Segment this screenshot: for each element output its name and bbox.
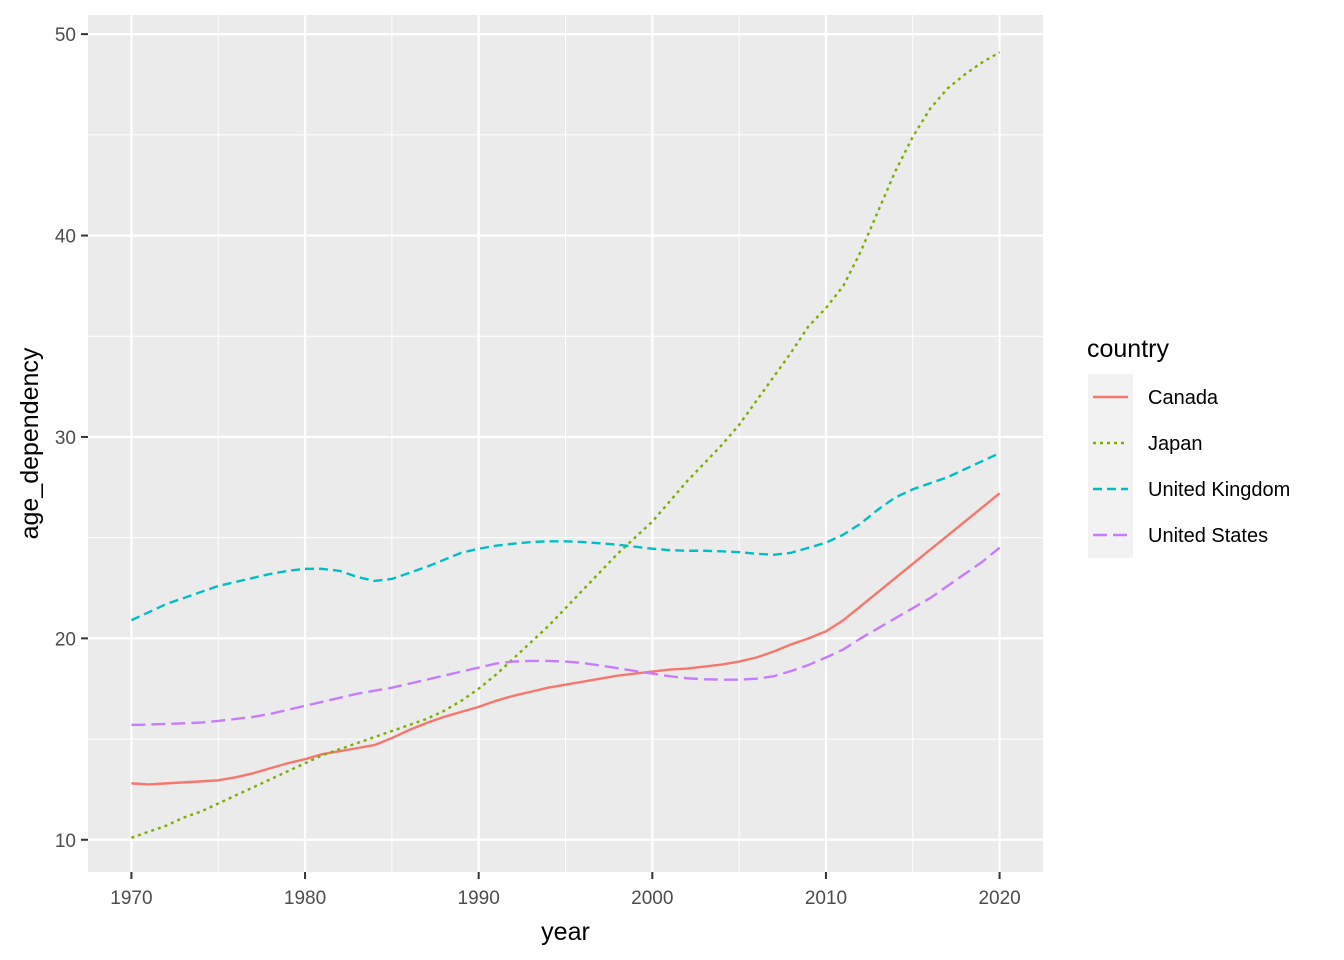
y-tick-label: 30 bbox=[55, 428, 76, 449]
series-line-united-kingdom bbox=[130, 451, 1001, 622]
y-axis-title: age_dependency bbox=[16, 347, 44, 539]
y-tick-label: 40 bbox=[55, 227, 76, 248]
x-tick-label: 2000 bbox=[631, 888, 673, 909]
x-tick-label: 1980 bbox=[284, 888, 326, 909]
y-tick-label: 50 bbox=[55, 25, 76, 46]
x-axis-title: year bbox=[541, 918, 590, 946]
x-tick-label: 2020 bbox=[978, 888, 1020, 909]
y-tick-label: 10 bbox=[55, 831, 76, 852]
series-line-united-states bbox=[131, 546, 1001, 727]
series-lines bbox=[130, 51, 1001, 839]
legend-title: country bbox=[1087, 335, 1169, 363]
series-line-japan bbox=[131, 51, 1001, 839]
series-line-canada bbox=[131, 492, 1001, 786]
legend-items: Canada Japan United Kingdom United States bbox=[1093, 387, 1290, 547]
x-tick-label: 1990 bbox=[458, 888, 500, 909]
legend-key-background bbox=[1088, 374, 1133, 558]
legend-label-canada: Canada bbox=[1148, 387, 1219, 409]
major-gridlines bbox=[88, 15, 1043, 872]
x-tick-label: 1970 bbox=[110, 888, 152, 909]
legend-label-united-kingdom: United Kingdom bbox=[1148, 479, 1290, 501]
legend-label-united-states: United States bbox=[1148, 525, 1268, 547]
minor-gridlines bbox=[88, 15, 1043, 872]
x-tick-label: 2010 bbox=[805, 888, 847, 909]
y-tick-label: 20 bbox=[55, 629, 76, 650]
legend: country Canada Japan United Kingdom United … bbox=[1087, 335, 1290, 558]
x-axis: 1970 1980 1990 2000 2010 2020 bbox=[110, 872, 1021, 909]
legend-label-japan: Japan bbox=[1148, 433, 1203, 455]
y-axis: 10 20 30 40 50 bbox=[55, 25, 88, 852]
